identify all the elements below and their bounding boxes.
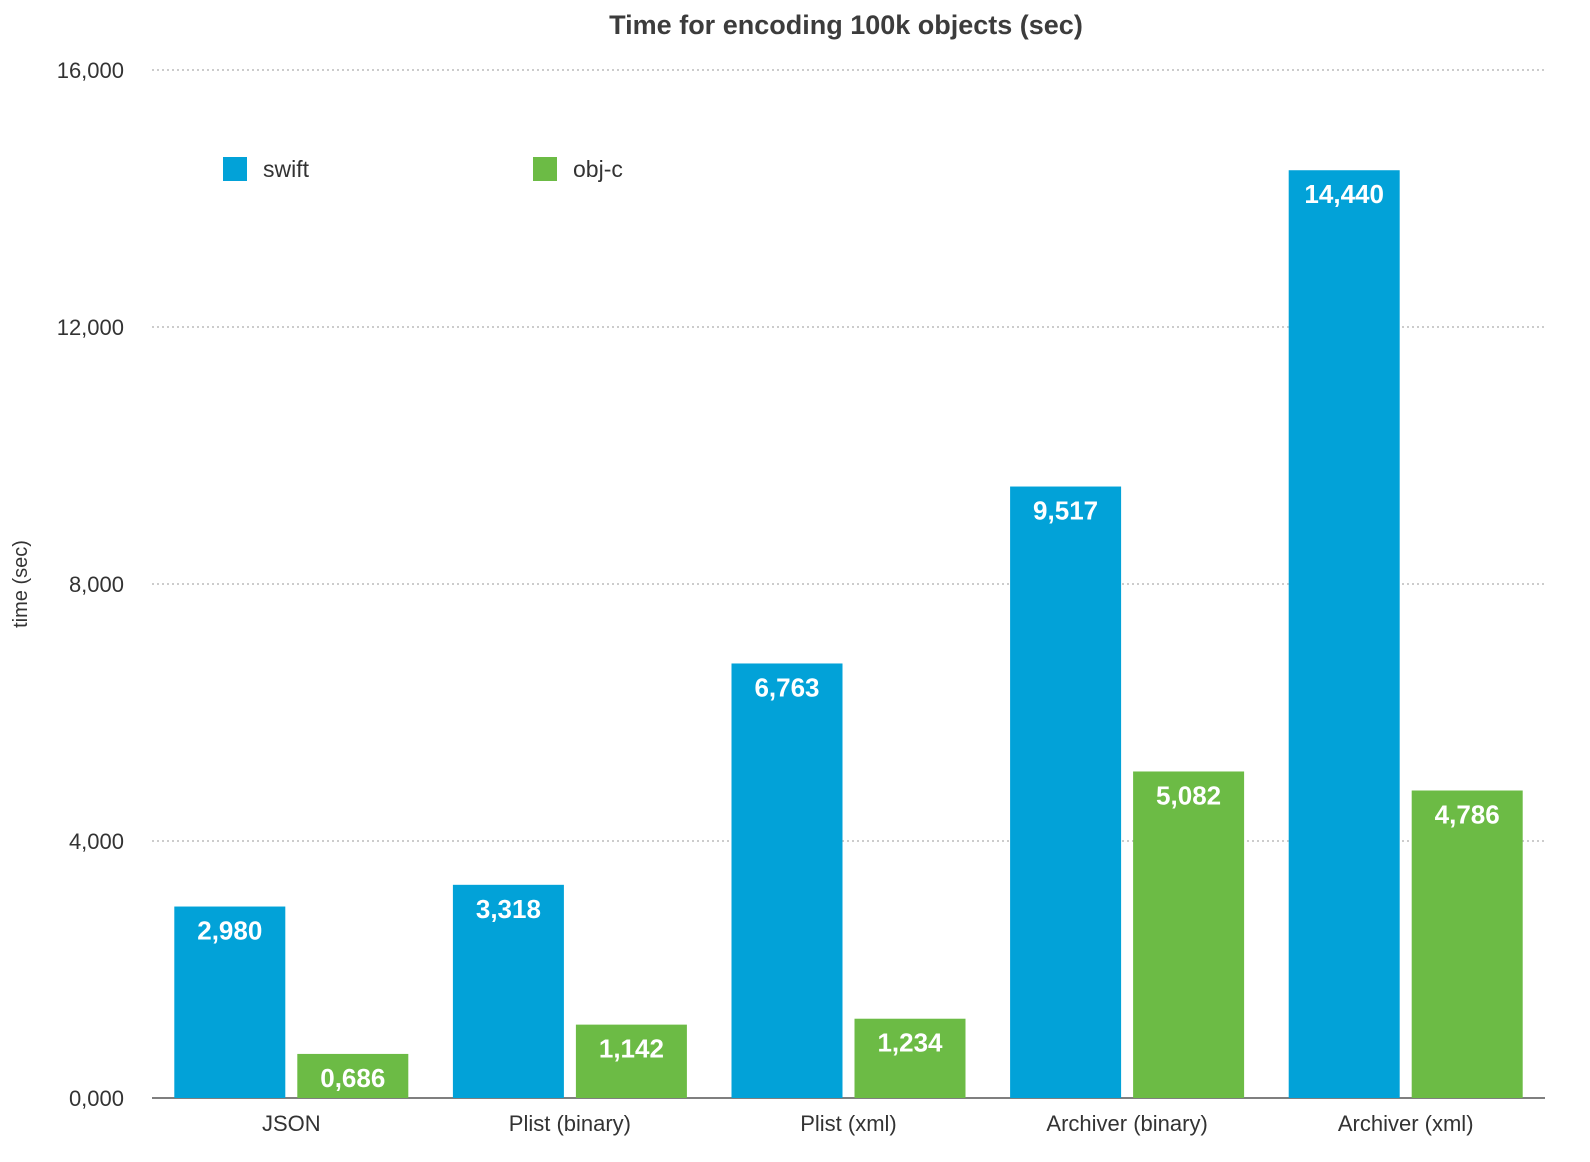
data-label: 3,318 (476, 894, 541, 924)
data-label: 0,686 (320, 1063, 385, 1093)
bar-swift-2 (731, 663, 843, 1098)
bar-swift-3 (1010, 486, 1122, 1099)
data-label: 14,440 (1304, 179, 1384, 209)
x-tick-label: Archiver (binary) (1046, 1111, 1207, 1136)
x-tick-label: Archiver (xml) (1338, 1111, 1474, 1136)
chart-title: Time for encoding 100k objects (sec) (609, 10, 1083, 40)
data-label: 9,517 (1033, 496, 1098, 526)
legend-label: swift (263, 156, 310, 182)
data-label: 5,082 (1156, 780, 1221, 810)
x-axis-ticks: JSON Plist (binary) Plist (xml) Archiver (b… (262, 1111, 1474, 1136)
x-tick-label: Plist (xml) (800, 1111, 897, 1136)
bar-obj-c-4 (1411, 790, 1523, 1098)
bar-swift-0 (174, 906, 286, 1098)
bar-obj-c-3 (1133, 771, 1245, 1098)
legend-label: obj-c (573, 156, 623, 182)
data-label: 2,980 (197, 916, 262, 946)
bar-obj-c-2 (854, 1018, 966, 1098)
y-axis-label: time (sec) (10, 540, 32, 628)
bar-swift-4 (1288, 170, 1400, 1099)
y-tick-label: 16,000 (57, 58, 124, 83)
y-tick-label: 0,000 (69, 1086, 124, 1111)
data-label: 1,234 (877, 1028, 943, 1058)
legend-swatch-swift (223, 157, 247, 181)
x-tick-label: JSON (262, 1111, 321, 1136)
y-tick-label: 4,000 (69, 829, 124, 854)
bar-obj-c-0 (297, 1053, 409, 1098)
x-tick-label: Plist (binary) (509, 1111, 631, 1136)
data-label: 6,763 (754, 672, 819, 702)
bars: 2,980 0,686 3,318 1,142 6,763 1,234 9,517 5,082… (174, 170, 1523, 1099)
data-label: 1,142 (599, 1034, 664, 1064)
y-tick-label: 12,000 (57, 315, 124, 340)
legend: swift obj-c (223, 156, 623, 182)
legend-swatch-obj-c (533, 157, 557, 181)
bar-obj-c-1 (575, 1024, 687, 1098)
bar-swift-1 (452, 884, 564, 1098)
y-tick-label: 8,000 (69, 572, 124, 597)
y-axis-ticks: 0,000 4,000 8,000 12,000 16,000 (57, 58, 124, 1111)
data-label: 4,786 (1435, 799, 1500, 829)
